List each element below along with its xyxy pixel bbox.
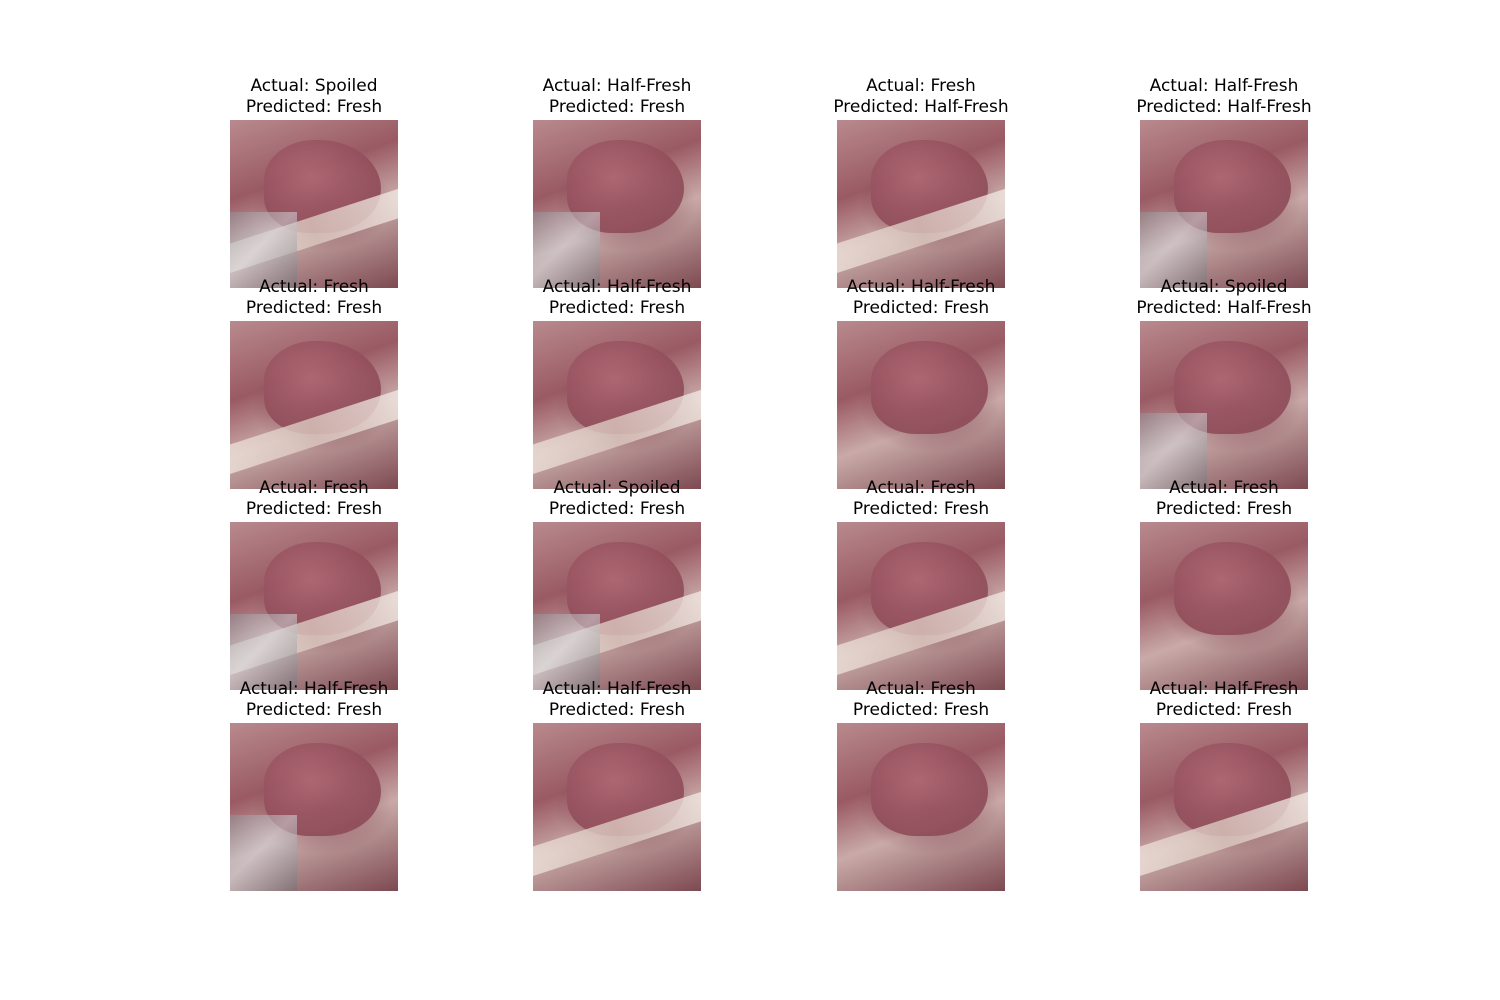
predicted-label: Predicted: Fresh (548, 298, 686, 318)
panel: Actual: Half-Fresh Predicted: Fresh (1140, 679, 1308, 891)
predicted-label: Predicted: Fresh (245, 298, 383, 318)
meat-image (1140, 723, 1308, 891)
meat-image (837, 723, 1005, 891)
panel-title: Actual: Half-Fresh Predicted: Fresh (1060, 679, 1388, 721)
panel: Actual: Half-Fresh Predicted: Fresh (230, 679, 398, 891)
actual-label: Actual: Half-Fresh (542, 277, 692, 297)
predicted-label: Predicted: Fresh (245, 700, 383, 720)
panel-title: Actual: Spoiled Predicted: Fresh (150, 76, 478, 118)
actual-label: Actual: Fresh (259, 478, 369, 498)
actual-label: Actual: Fresh (1169, 478, 1279, 498)
predicted-label: Predicted: Half-Fresh (833, 97, 1009, 117)
actual-label: Actual: Half-Fresh (542, 76, 692, 96)
panel: Actual: Half-Fresh Predicted: Fresh (533, 76, 701, 288)
panel: Actual: Half-Fresh Predicted: Fresh (533, 679, 701, 891)
panel-title: Actual: Fresh Predicted: Fresh (1060, 478, 1388, 520)
panel-title: Actual: Fresh Predicted: Fresh (757, 478, 1085, 520)
panel-title: Actual: Half-Fresh Predicted: Fresh (757, 277, 1085, 319)
panel: Actual: Fresh Predicted: Fresh (230, 277, 398, 489)
meat-image (533, 120, 701, 288)
meat-image (533, 321, 701, 489)
predicted-label: Predicted: Fresh (1155, 499, 1293, 519)
actual-label: Actual: Fresh (866, 76, 976, 96)
predicted-label: Predicted: Half-Fresh (1136, 97, 1312, 117)
predicted-label: Predicted: Half-Fresh (1136, 298, 1312, 318)
actual-label: Actual: Half-Fresh (846, 277, 996, 297)
panel-title: Actual: Half-Fresh Predicted: Half-Fresh (1060, 76, 1388, 118)
panel: Actual: Half-Fresh Predicted: Fresh (837, 277, 1005, 489)
meat-image (230, 321, 398, 489)
panel-title: Actual: Spoiled Predicted: Fresh (453, 478, 781, 520)
actual-label: Actual: Fresh (866, 679, 976, 699)
meat-image (230, 120, 398, 288)
actual-label: Actual: Half-Fresh (1149, 76, 1299, 96)
panel-title: Actual: Fresh Predicted: Fresh (150, 277, 478, 319)
meat-image (230, 522, 398, 690)
panel: Actual: Half-Fresh Predicted: Half-Fresh (1136, 76, 1312, 288)
meat-image (1140, 120, 1308, 288)
panel-title: Actual: Fresh Predicted: Fresh (150, 478, 478, 520)
actual-label: Actual: Half-Fresh (239, 679, 389, 699)
predicted-label: Predicted: Fresh (1155, 700, 1293, 720)
predicted-label: Predicted: Fresh (852, 298, 990, 318)
predicted-label: Predicted: Fresh (548, 499, 686, 519)
panel-title: Actual: Fresh Predicted: Fresh (757, 679, 1085, 721)
actual-label: Actual: Fresh (866, 478, 976, 498)
meat-image (533, 723, 701, 891)
actual-label: Actual: Spoiled (1160, 277, 1288, 297)
predicted-label: Predicted: Fresh (245, 499, 383, 519)
panel-title: Actual: Half-Fresh Predicted: Fresh (453, 76, 781, 118)
meat-image (533, 522, 701, 690)
panel-title: Actual: Fresh Predicted: Half-Fresh (757, 76, 1085, 118)
actual-label: Actual: Spoiled (250, 76, 378, 96)
actual-label: Actual: Half-Fresh (542, 679, 692, 699)
predicted-label: Predicted: Fresh (852, 700, 990, 720)
panel: Actual: Fresh Predicted: Fresh (230, 478, 398, 690)
predicted-label: Predicted: Fresh (245, 97, 383, 117)
meat-image (837, 522, 1005, 690)
panel: Actual: Fresh Predicted: Fresh (837, 679, 1005, 891)
panel-title: Actual: Half-Fresh Predicted: Fresh (453, 679, 781, 721)
meat-image (1140, 522, 1308, 690)
panel: Actual: Spoiled Predicted: Fresh (533, 478, 701, 690)
panel: Actual: Fresh Predicted: Half-Fresh (833, 76, 1009, 288)
actual-label: Actual: Spoiled (553, 478, 681, 498)
actual-label: Actual: Half-Fresh (1149, 679, 1299, 699)
meat-image (230, 723, 398, 891)
panel: Actual: Fresh Predicted: Fresh (837, 478, 1005, 690)
panel-title: Actual: Half-Fresh Predicted: Fresh (453, 277, 781, 319)
panel: Actual: Fresh Predicted: Fresh (1140, 478, 1308, 690)
panel: Actual: Half-Fresh Predicted: Fresh (533, 277, 701, 489)
predicted-label: Predicted: Fresh (852, 499, 990, 519)
actual-label: Actual: Fresh (259, 277, 369, 297)
panel-title: Actual: Spoiled Predicted: Half-Fresh (1060, 277, 1388, 319)
panel-title: Actual: Half-Fresh Predicted: Fresh (150, 679, 478, 721)
panel: Actual: Spoiled Predicted: Half-Fresh (1136, 277, 1312, 489)
predicted-label: Predicted: Fresh (548, 97, 686, 117)
panel: Actual: Spoiled Predicted: Fresh (230, 76, 398, 288)
meat-image (837, 120, 1005, 288)
meat-image (1140, 321, 1308, 489)
predicted-label: Predicted: Fresh (548, 700, 686, 720)
meat-image (837, 321, 1005, 489)
